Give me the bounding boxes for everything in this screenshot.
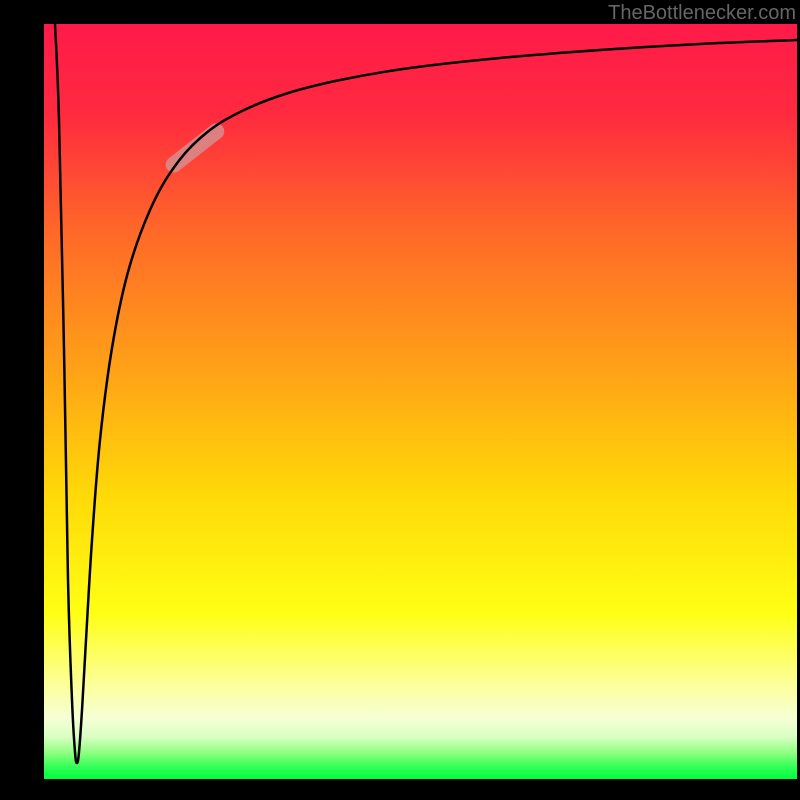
- frame-left: [0, 0, 44, 800]
- chart-svg: [0, 0, 800, 800]
- plot-gradient: [44, 24, 797, 779]
- chart-container: TheBottlenecker.com: [0, 0, 800, 800]
- frame-bottom: [0, 779, 800, 800]
- attribution-text: TheBottlenecker.com: [608, 2, 796, 25]
